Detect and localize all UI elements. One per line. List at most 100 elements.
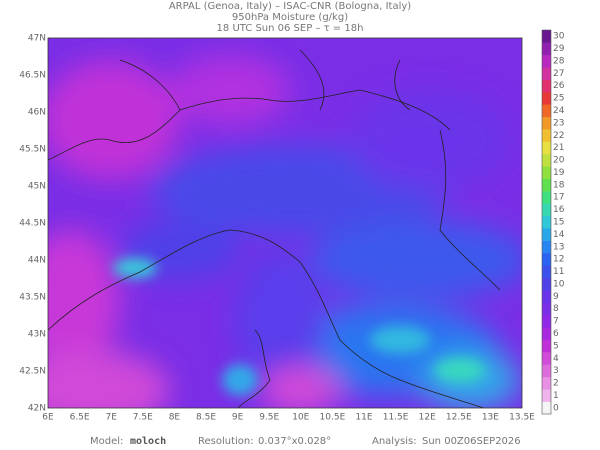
colorbar-label: 16 xyxy=(553,205,565,215)
resolution-label: Resolution: xyxy=(198,436,254,447)
lat-label: 44N xyxy=(28,256,46,266)
lon-label: 6.5E xyxy=(70,413,90,423)
colorbar-cell xyxy=(542,389,551,402)
lon-label: 13.5E xyxy=(509,413,535,423)
colorbar-cell xyxy=(542,91,551,105)
colorbar: 0123456789101112131415161718192021222324… xyxy=(541,29,565,415)
lon-label: 6E xyxy=(42,413,54,423)
colorbar-label: 1 xyxy=(553,391,559,401)
lat-label: 44.5N xyxy=(19,219,46,229)
colorbar-cell xyxy=(542,191,551,204)
colorbar-cell xyxy=(542,314,551,328)
lon-axis: 6E 6.5E 7E 7.5E 8E 8.5E 9E 9.5E 10E 10.5E 11E 11.5E… xyxy=(42,413,535,423)
colorbar-cell xyxy=(542,376,551,390)
colorbar-cell xyxy=(542,228,551,241)
colorbar-cell xyxy=(542,153,551,167)
colorbar-label: 25 xyxy=(553,94,564,104)
colorbar-label: 17 xyxy=(553,193,564,203)
lat-label: 46.5N xyxy=(19,71,46,81)
resolution: 0.037°x0.028° xyxy=(258,436,331,447)
lon-label: 10.5E xyxy=(320,413,346,423)
colorbar-label: 24 xyxy=(553,106,565,116)
colorbar-label: 30 xyxy=(553,32,565,42)
colorbar-label: 13 xyxy=(553,242,564,252)
colorbar-label: 12 xyxy=(553,255,564,265)
lon-label: 7.5E xyxy=(133,413,153,423)
lat-label: 42.5N xyxy=(19,367,46,377)
colorbar-label: 7 xyxy=(553,317,559,327)
colorbar-cell xyxy=(542,178,551,192)
lat-label: 43N xyxy=(28,330,46,340)
colorbar-cell xyxy=(542,129,551,142)
colorbar-cell xyxy=(542,339,551,353)
colorbar-cell xyxy=(542,327,551,340)
colorbar-cell xyxy=(542,203,551,217)
lon-label: 13E xyxy=(482,413,499,423)
colorbar-cell xyxy=(542,42,551,56)
lon-label: 10E xyxy=(292,413,309,423)
lat-label: 47N xyxy=(28,34,46,44)
colorbar-label: 3 xyxy=(553,366,559,376)
colorbar-cell xyxy=(542,166,551,179)
lon-label: 11.5E xyxy=(383,413,409,423)
lon-label: 9E xyxy=(232,413,244,423)
colorbar-label: 2 xyxy=(553,379,559,389)
analysis-label: Analysis: xyxy=(372,436,417,447)
map-field xyxy=(48,38,522,408)
colorbar-label: 5 xyxy=(553,341,559,351)
lon-label: 11E xyxy=(355,413,372,423)
colorbar-label: 21 xyxy=(553,143,564,153)
colorbar-label: 10 xyxy=(553,279,565,289)
lat-label: 45.5N xyxy=(19,145,46,155)
model: moloch xyxy=(130,436,166,447)
colorbar-cell xyxy=(542,265,551,279)
colorbar-cell xyxy=(542,104,551,118)
colorbar-label: 29 xyxy=(553,44,565,54)
analysis: Sun 00Z06SEP2026 xyxy=(422,436,521,447)
colorbar-cell xyxy=(542,141,551,155)
colorbar-label: 26 xyxy=(553,81,565,91)
colorbar-cell xyxy=(542,54,551,68)
lon-label: 8E xyxy=(169,413,181,423)
lon-label: 12E xyxy=(419,413,436,423)
lon-label: 8.5E xyxy=(196,413,216,423)
header-line: ARPAL (Genoa, Italy) – ISAC-CNR (Bologna… xyxy=(169,1,411,12)
colorbar-cell xyxy=(542,79,551,93)
lat-label: 42N xyxy=(28,404,46,414)
lat-label: 45N xyxy=(28,182,46,192)
colorbar-label: 0 xyxy=(553,403,559,413)
lat-label: 43.5N xyxy=(19,293,46,303)
colorbar-cell xyxy=(542,116,551,130)
colorbar-label: 8 xyxy=(553,304,559,314)
header-line: 950hPa Moisture (g/kg) xyxy=(232,12,348,23)
lon-label: 7E xyxy=(105,413,117,423)
colorbar-cell xyxy=(542,277,551,291)
colorbar-cell xyxy=(542,401,551,415)
lon-label: 12.5E xyxy=(446,413,472,423)
lon-label: 9.5E xyxy=(259,413,279,423)
colorbar-label: 28 xyxy=(553,56,565,66)
colorbar-cell xyxy=(542,67,551,80)
lat-axis: 47N 46.5N 46N 45.5N 45N 44.5N 44N 43.5N 43N 42.5N… xyxy=(19,34,46,414)
colorbar-label: 19 xyxy=(553,168,565,178)
colorbar-cell xyxy=(542,240,551,254)
colorbar-label: 22 xyxy=(553,131,564,141)
colorbar-cell xyxy=(542,290,551,303)
colorbar-label: 4 xyxy=(553,354,559,364)
colorbar-cell xyxy=(542,352,551,365)
lat-label: 46N xyxy=(28,108,46,118)
colorbar-label: 20 xyxy=(553,156,565,166)
colorbar-label: 9 xyxy=(553,292,559,302)
colorbar-label: 6 xyxy=(553,329,559,339)
colorbar-cell xyxy=(542,215,551,229)
model-label: Model: xyxy=(90,436,123,447)
colorbar-cell xyxy=(542,252,551,266)
colorbar-label: 23 xyxy=(553,118,564,128)
colorbar-label: 15 xyxy=(553,218,564,228)
colorbar-label: 14 xyxy=(553,230,565,240)
map-frame xyxy=(47,37,523,409)
colorbar-cell xyxy=(542,30,551,43)
header-line: 18 UTC Sun 06 SEP – τ = 18h xyxy=(217,23,364,34)
colorbar-cell xyxy=(542,302,551,316)
